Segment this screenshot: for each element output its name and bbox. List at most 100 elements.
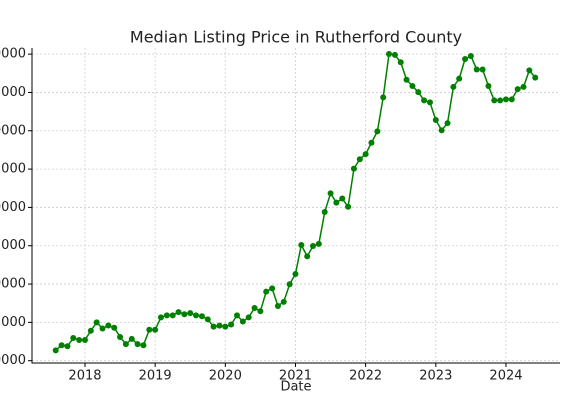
x-tick-label: 2021: [279, 369, 312, 384]
x-tick-label: 2022: [349, 369, 382, 384]
point: [345, 203, 352, 210]
point: [163, 312, 170, 319]
y-tick-label: 400000: [0, 123, 26, 138]
point: [58, 342, 65, 349]
point: [52, 347, 59, 354]
point: [245, 314, 252, 321]
point: [193, 312, 200, 319]
point: [257, 308, 264, 315]
point: [508, 96, 515, 103]
point: [426, 99, 433, 106]
point: [204, 316, 211, 323]
point: [99, 325, 106, 332]
point: [520, 83, 527, 90]
point: [105, 322, 112, 329]
y-tick-label: 375000: [0, 162, 26, 177]
point: [169, 312, 176, 319]
point: [356, 156, 363, 163]
y-tick-label: 325000: [0, 238, 26, 253]
point: [298, 241, 305, 248]
point: [526, 67, 533, 74]
point: [497, 97, 504, 104]
x-tick-label: 2024: [489, 369, 522, 384]
point: [251, 304, 258, 311]
point: [409, 83, 416, 90]
point: [532, 74, 539, 81]
point: [210, 323, 217, 330]
x-tick-label: 2018: [68, 369, 101, 384]
point: [339, 195, 346, 202]
point: [87, 327, 94, 334]
point: [152, 326, 159, 333]
point: [403, 76, 410, 83]
point: [274, 302, 281, 309]
point: [122, 341, 129, 348]
y-tick-label: 300000: [0, 277, 26, 292]
point: [315, 240, 322, 247]
point: [462, 56, 469, 63]
point: [438, 127, 445, 134]
point: [432, 117, 439, 124]
point: [333, 199, 340, 206]
point: [216, 322, 223, 329]
point: [479, 66, 486, 73]
point: [391, 51, 398, 58]
point: [222, 323, 229, 330]
point: [198, 313, 205, 320]
point: [421, 97, 428, 104]
point: [234, 312, 241, 319]
point: [380, 94, 387, 101]
point: [327, 190, 334, 197]
point: [64, 343, 71, 350]
x-axis-label: Date: [280, 380, 311, 395]
point: [128, 335, 135, 342]
point: [450, 83, 457, 90]
point: [70, 335, 77, 342]
point: [140, 342, 147, 349]
point: [467, 52, 474, 59]
point: [374, 128, 381, 135]
y-tick-label: 450000: [0, 47, 26, 62]
point: [175, 309, 182, 316]
point: [502, 96, 509, 103]
point: [473, 66, 480, 73]
y-tick-label: 350000: [0, 200, 26, 215]
point: [280, 298, 287, 305]
point: [111, 324, 118, 331]
point: [304, 253, 311, 260]
point: [81, 337, 88, 344]
point: [269, 285, 276, 292]
point: [76, 337, 83, 344]
point: [386, 50, 393, 57]
point: [286, 281, 293, 288]
point: [157, 314, 164, 321]
point: [117, 333, 124, 340]
point: [321, 209, 328, 216]
point: [181, 311, 188, 318]
point: [397, 59, 404, 66]
chart-title: Median Listing Price in Rutherford Count…: [130, 28, 462, 47]
point: [491, 97, 498, 104]
y-tick-label: 250000: [0, 353, 26, 368]
point: [310, 243, 317, 250]
point: [362, 151, 369, 158]
point: [485, 83, 492, 90]
y-tick-label: 275000: [0, 315, 26, 330]
point: [228, 321, 235, 328]
point: [514, 86, 521, 93]
x-tick-label: 2023: [419, 369, 452, 384]
point: [239, 318, 246, 325]
point: [444, 120, 451, 127]
point: [292, 270, 299, 277]
point: [415, 89, 422, 96]
point: [350, 165, 357, 172]
point: [134, 341, 141, 348]
point: [187, 310, 194, 317]
x-tick-label: 2020: [209, 369, 242, 384]
y-tick-label: 425000: [0, 85, 26, 100]
point: [368, 139, 375, 146]
point: [146, 326, 153, 333]
axes-frame: [31, 48, 560, 364]
point: [263, 288, 270, 295]
